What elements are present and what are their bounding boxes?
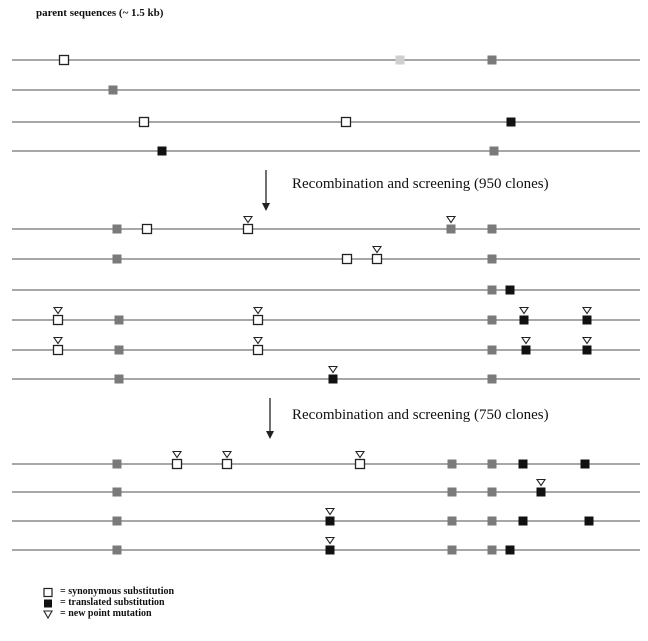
synonymous-substitution-marker (242, 223, 254, 235)
inherited-substitution-marker (112, 459, 122, 469)
inherited-substitution-marker (395, 55, 405, 65)
sequence-markers (52, 54, 594, 555)
new-point-mutation-icon (581, 306, 593, 315)
inherited-substitution-marker (487, 285, 497, 295)
translated-substitution-marker (519, 315, 529, 325)
synonymous-substitution-marker (340, 116, 352, 128)
inherited-substitution-marker (112, 224, 122, 234)
translated-substitution-marker (325, 516, 335, 526)
new-point-mutation-icon (171, 450, 183, 459)
inherited-substitution-marker (487, 487, 497, 497)
legend-synonymous-text: = synonymous substitution (60, 586, 175, 597)
translated-substitution-marker (580, 459, 590, 469)
inherited-substitution-marker (487, 459, 497, 469)
new-point-mutation-icon (324, 536, 336, 545)
inherited-substitution-marker (114, 374, 124, 384)
new-point-mutation-icon (324, 507, 336, 516)
new-point-mutation-icon (445, 215, 457, 224)
inherited-substitution-marker (487, 345, 497, 355)
synonymous-substitution-marker (371, 253, 383, 265)
inherited-substitution-marker (447, 516, 457, 526)
step-arrows (262, 170, 274, 439)
sequence-lines (12, 59, 640, 551)
inherited-substitution-marker (487, 254, 497, 264)
synonymous-substitution-marker (138, 116, 150, 128)
step-1-label: Recombination and screening (950 clones) (292, 176, 549, 192)
inherited-substitution-marker (447, 487, 457, 497)
synonymous-substitution-marker (58, 54, 70, 66)
synonymous-substitution-marker (252, 314, 264, 326)
synonymous-substitution-marker (252, 344, 264, 356)
legend-new-mutation-text: = new point mutation (60, 608, 152, 619)
inherited-substitution-marker (114, 345, 124, 355)
inherited-substitution-marker (112, 254, 122, 264)
inherited-substitution-marker (114, 315, 124, 325)
new-point-mutation-icon (221, 450, 233, 459)
inherited-substitution-marker (446, 224, 456, 234)
inherited-substitution-marker (487, 315, 497, 325)
new-point-mutation-icon (252, 336, 264, 345)
translated-substitution-marker (325, 545, 335, 555)
step-2-arrow-head (266, 431, 274, 439)
synonymous-substitution-marker (171, 458, 183, 470)
translated-substitution-marker (536, 487, 546, 497)
inherited-substitution-marker (112, 487, 122, 497)
synonymous-substitution-marker (52, 344, 64, 356)
new-point-mutation-icon (52, 306, 64, 315)
new-point-mutation-icon (52, 336, 64, 345)
inherited-substitution-marker (112, 545, 122, 555)
inherited-substitution-marker (487, 224, 497, 234)
translated-substitution-marker (505, 285, 515, 295)
step-2-label: Recombination and screening (750 clones) (292, 407, 549, 423)
inherited-substitution-marker (487, 545, 497, 555)
new-point-mutation-icon (354, 450, 366, 459)
synonymous-substitution-marker (354, 458, 366, 470)
inherited-substitution-marker (487, 516, 497, 526)
new-point-mutation-icon (371, 245, 383, 254)
synonymous-substitution-marker (141, 223, 153, 235)
new-point-mutation-icon (242, 215, 254, 224)
step-1-arrow-head (262, 203, 270, 211)
inherited-substitution-marker (487, 55, 497, 65)
new-point-mutation-icon (518, 306, 530, 315)
synonymous-substitution-marker (221, 458, 233, 470)
translated-substitution-marker (518, 459, 528, 469)
new-point-mutation-icon (535, 478, 547, 487)
inherited-substitution-marker (112, 516, 122, 526)
synonymous-substitution-marker (52, 314, 64, 326)
legend-translated-text: = translated substitution (60, 597, 165, 608)
diagram-title: parent sequences (~ 1.5 kb) (36, 7, 164, 19)
translated-substitution-marker (582, 315, 592, 325)
translated-substitution-marker (157, 146, 167, 156)
new-point-mutation-icon (327, 365, 339, 374)
translated-substitution-marker (328, 374, 338, 384)
translated-substitution-marker (584, 516, 594, 526)
translated-substitution-marker (518, 516, 528, 526)
new-point-mutation-icon (252, 306, 264, 315)
translated-substitution-marker (582, 345, 592, 355)
inherited-substitution-marker (447, 545, 457, 555)
inherited-substitution-marker (447, 459, 457, 469)
new-point-mutation-icon (520, 336, 532, 345)
translated-substitution-marker (505, 545, 515, 555)
inherited-substitution-marker (489, 146, 499, 156)
filled-square-icon (44, 599, 52, 608)
new-point-mutation-icon (581, 336, 593, 345)
synonymous-substitution-marker (341, 253, 353, 265)
triangle-icon (43, 610, 53, 620)
translated-substitution-marker (506, 117, 516, 127)
translated-substitution-marker (521, 345, 531, 355)
inherited-substitution-marker (487, 374, 497, 384)
open-square-icon (43, 587, 53, 598)
inherited-substitution-marker (108, 85, 118, 95)
